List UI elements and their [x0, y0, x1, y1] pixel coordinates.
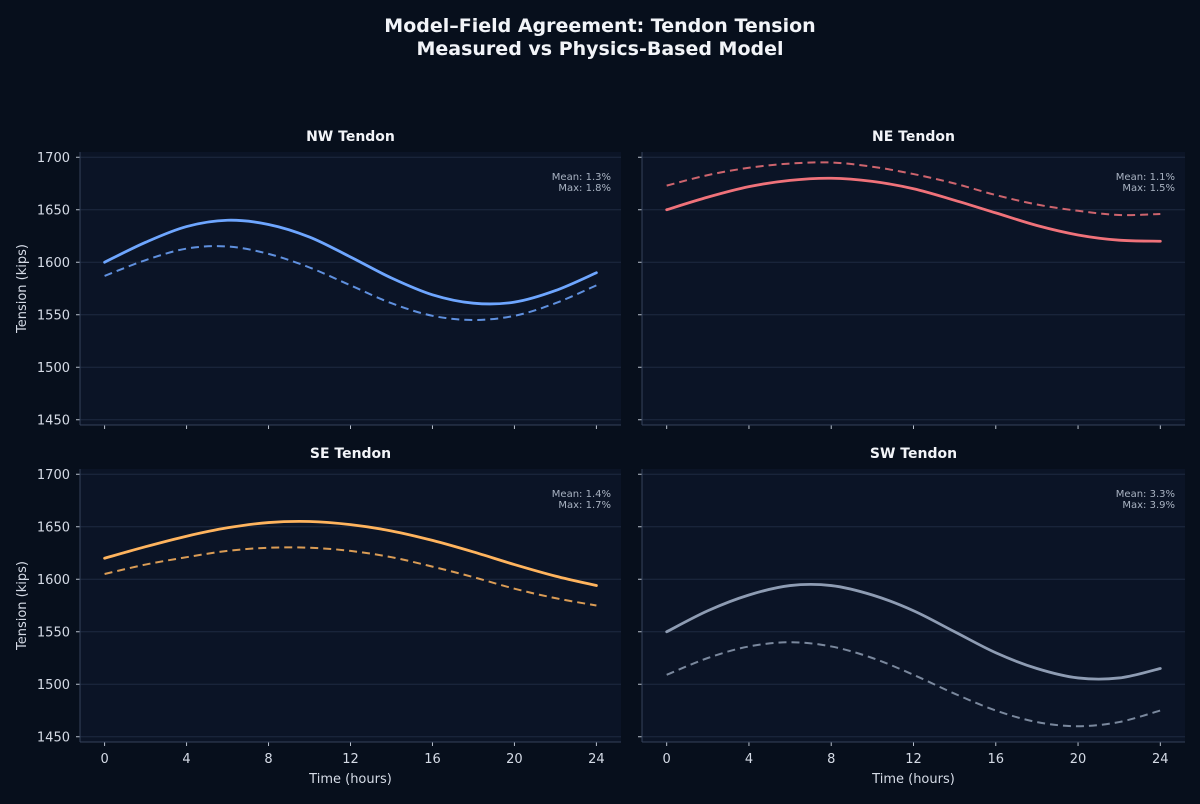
y-tick-label: 1600	[37, 573, 70, 588]
x-tick-label: 20	[506, 752, 523, 767]
subplot-title: NW Tendon	[306, 129, 395, 145]
error-annotation: Mean: 1.1%	[1116, 172, 1175, 183]
x-tick-label: 24	[1152, 752, 1169, 767]
x-axis-label: Time (hours)	[871, 772, 955, 787]
x-tick-label: 12	[342, 752, 359, 767]
y-tick-label: 1450	[37, 730, 70, 745]
y-tick-label: 1450	[37, 413, 70, 428]
error-annotation: Mean: 3.3%	[1116, 489, 1175, 500]
error-annotation: Max: 1.7%	[558, 500, 611, 511]
y-tick-label: 1700	[37, 151, 70, 166]
measured-series-line	[665, 582, 1162, 681]
subplot-nw: 1450 1500 1550 1600 1650 1700 NW Tendon Tension…	[15, 129, 621, 429]
x-tick-label: 16	[987, 752, 1004, 767]
x-tick-label: 0	[663, 752, 671, 767]
x-axis-label: Time (hours)	[308, 772, 392, 787]
error-annotation: Max: 1.8%	[558, 183, 611, 194]
y-tick-label: 1650	[37, 203, 70, 218]
subplot-sw: 0 4 8 12 16 20 24 SW Tendon Time (hours) Mean: 3.…	[638, 446, 1185, 787]
y-tick-label: 1500	[37, 678, 70, 693]
y-tick-label: 1500	[37, 361, 70, 376]
y-tick-label: 1550	[37, 625, 70, 640]
y-tick-label: 1700	[37, 468, 70, 483]
model-series-line	[666, 161, 1161, 217]
measured-series-line	[665, 176, 1162, 243]
subplot-title: NE Tendon	[872, 129, 955, 145]
x-tick-label: 4	[745, 752, 753, 767]
error-annotation: Max: 1.5%	[1122, 183, 1175, 194]
x-tick-label: 20	[1070, 752, 1087, 767]
model-series-line	[104, 546, 597, 607]
plot-area	[642, 152, 1185, 425]
plot-area	[642, 469, 1185, 742]
y-axis-label: Tension (kips)	[15, 244, 30, 334]
model-series-line	[666, 641, 1161, 728]
x-tick-label: 24	[588, 752, 605, 767]
x-tick-label: 16	[424, 752, 441, 767]
measured-series-line	[103, 218, 598, 306]
error-annotation: Mean: 1.4%	[552, 489, 611, 500]
x-tick-label: 12	[905, 752, 922, 767]
figure-title-line1: Model–Field Agreement: Tendon Tension	[384, 15, 815, 37]
y-tick-label: 1550	[37, 308, 70, 323]
plot-area	[80, 469, 621, 742]
y-axis-label: Tension (kips)	[15, 561, 30, 651]
y-tick-label: 1650	[37, 520, 70, 535]
subplot-se: 1450 1500 1550 1600 1650 1700 0 4 8 12 16 20 24 SE Te…	[15, 446, 621, 787]
subplot-ne: NE Tendon Mean: 1.1%Max: 1.5%	[638, 129, 1185, 429]
subplot-title: SW Tendon	[870, 446, 957, 462]
y-tick-label: 1600	[37, 256, 70, 271]
figure-title-line2: Measured vs Physics-Based Model	[416, 38, 783, 60]
plot-area	[80, 152, 621, 425]
error-annotation: Max: 3.9%	[1122, 500, 1175, 511]
x-tick-label: 8	[264, 752, 272, 767]
x-tick-label: 4	[182, 752, 190, 767]
measured-series-line	[103, 519, 598, 587]
x-tick-label: 8	[827, 752, 835, 767]
subplot-title: SE Tendon	[310, 446, 391, 462]
error-annotation: Mean: 1.3%	[552, 172, 611, 183]
x-tick-label: 0	[100, 752, 108, 767]
